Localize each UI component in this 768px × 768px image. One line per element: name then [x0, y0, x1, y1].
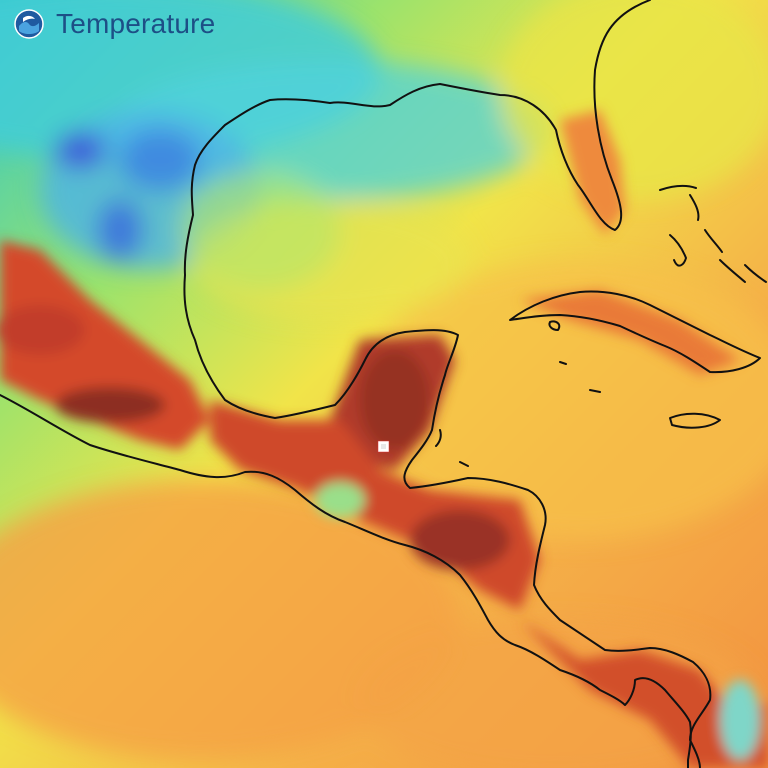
pacific-coast: [0, 394, 692, 768]
noaa-logo[interactable]: [14, 9, 44, 39]
hot-regions: [0, 110, 768, 768]
cuba: [509, 290, 761, 374]
bahamas: [659, 184, 767, 283]
page-title: Temperature: [56, 8, 216, 39]
location-marker-icon[interactable]: [377, 440, 390, 453]
jamaica: [669, 412, 721, 429]
isla-de-la-juventud: [548, 320, 561, 331]
gulf-coast: [183, 0, 712, 768]
islands-caribbean: [435, 361, 601, 467]
map-header: Temperature: [14, 8, 215, 40]
